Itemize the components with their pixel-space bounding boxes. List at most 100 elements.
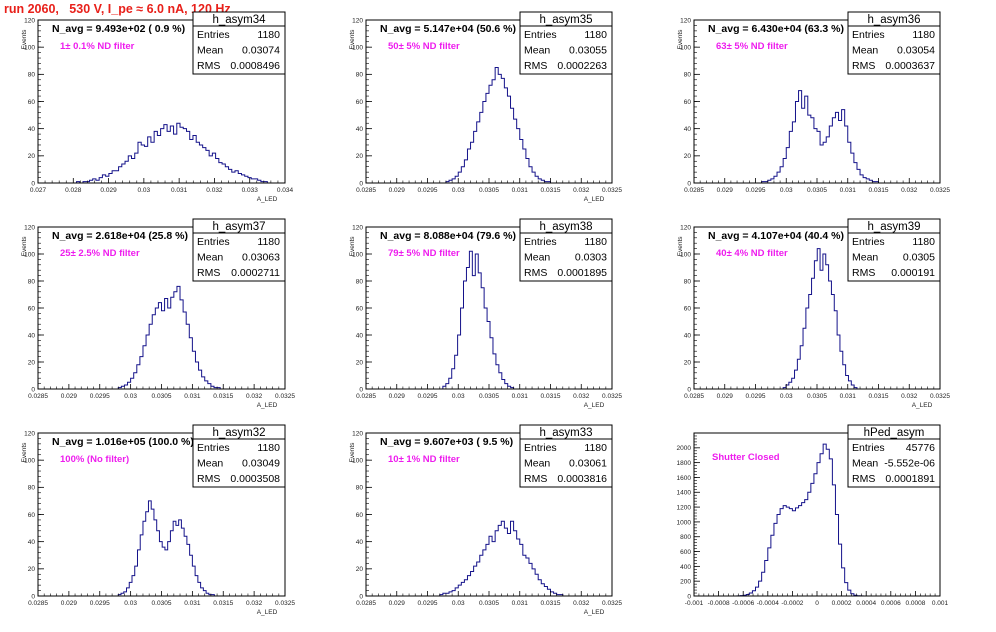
stats-mean-value: 0.03063 bbox=[242, 252, 280, 264]
stats-mean-label: Mean bbox=[852, 458, 878, 470]
y-axis-title: Events bbox=[21, 236, 28, 257]
navg-label: N_avg = 6.430e+04 (63.3 %) bbox=[708, 23, 844, 35]
x-tick-label: 0.031 bbox=[840, 187, 857, 194]
stats-title: h_asym35 bbox=[539, 14, 592, 26]
navg-label: N_avg = 4.107e+04 (40.4 %) bbox=[708, 230, 844, 242]
y-tick-label: 0 bbox=[359, 180, 363, 187]
filter-label: 40± 4% ND filter bbox=[716, 248, 788, 259]
histogram-panel-h_asym37: 0.0285 0.029 0.0295 0.03 0.0305 0.031 0.0315 0.… bbox=[21, 218, 295, 409]
histogram-line bbox=[73, 122, 268, 184]
x-tick-label: 0.0285 bbox=[356, 187, 376, 194]
x-tick-label: 0.032 bbox=[573, 600, 590, 607]
y-tick-label: 2000 bbox=[677, 445, 692, 452]
x-tick-label: 0.0285 bbox=[684, 393, 704, 400]
x-axis-title: A_LED bbox=[584, 402, 605, 409]
stats-mean-label: Mean bbox=[197, 458, 223, 470]
stats-entries-label: Entries bbox=[197, 236, 230, 248]
navg-label: N_avg = 2.618e+04 (25.8 %) bbox=[52, 230, 188, 242]
stats-box: h_asym35 Entries 1180 Mean 0.03055 RMS 0.00022… bbox=[519, 11, 613, 75]
stats-rms-value: 0.000191 bbox=[891, 267, 935, 279]
y-axis-title: Events bbox=[21, 29, 28, 50]
x-tick-label: 0.031 bbox=[512, 393, 529, 400]
y-tick-label: 1800 bbox=[677, 460, 692, 467]
stats-rms-label: RMS bbox=[524, 267, 547, 279]
x-tick-label: 0.0315 bbox=[541, 393, 561, 400]
y-tick-label: 400 bbox=[680, 564, 691, 571]
filter-label: Shutter Closed bbox=[712, 452, 780, 463]
y-tick-label: 80 bbox=[356, 485, 364, 492]
x-tick-label: 0.03 bbox=[138, 187, 151, 194]
x-tick-label: 0.029 bbox=[389, 600, 406, 607]
histogram-line bbox=[736, 443, 873, 597]
x-tick-label: 0.029 bbox=[100, 187, 117, 194]
y-tick-label: 20 bbox=[684, 359, 692, 366]
stats-entries-value: 1180 bbox=[257, 236, 280, 248]
stats-rms-value: 0.0001895 bbox=[557, 267, 607, 279]
stats-rms-label: RMS bbox=[197, 473, 220, 485]
x-tick-label: 0.0315 bbox=[869, 393, 889, 400]
y-tick-label: 40 bbox=[356, 126, 364, 133]
x-tick-label: 0.029 bbox=[717, 393, 734, 400]
x-axis-title: A_LED bbox=[584, 196, 605, 203]
x-tick-label: -0.0002 bbox=[781, 600, 803, 607]
stats-title: h_asym32 bbox=[212, 427, 265, 439]
histogram-panel-h_asym36: 0.0285 0.029 0.0295 0.03 0.0305 0.031 0.0315 0.… bbox=[677, 11, 950, 194]
stats-mean-value: 0.0303 bbox=[575, 252, 607, 264]
stats-entries-value: 1180 bbox=[912, 236, 935, 248]
stats-rms-value: 0.0003508 bbox=[230, 473, 280, 485]
histogram-line bbox=[439, 520, 564, 596]
y-tick-label: 0 bbox=[31, 386, 35, 393]
navg-label: N_avg = 9.607e+03 ( 9.5 %) bbox=[380, 436, 513, 448]
x-tick-label: 0.0002 bbox=[832, 600, 852, 607]
stats-title: h_asym34 bbox=[212, 14, 266, 26]
filter-label: 50± 5% ND filter bbox=[388, 41, 460, 52]
navg-label: N_avg = 9.493e+02 ( 0.9 %) bbox=[52, 23, 185, 35]
y-tick-label: 20 bbox=[28, 566, 36, 573]
x-tick-label: 0.0315 bbox=[213, 600, 233, 607]
stats-rms-value: 0.0001891 bbox=[885, 473, 935, 485]
x-tick-label: 0.029 bbox=[61, 600, 78, 607]
x-tick-label: 0.031 bbox=[840, 393, 857, 400]
y-tick-label: 60 bbox=[356, 99, 364, 106]
x-tick-label: 0.032 bbox=[206, 187, 223, 194]
y-tick-label: 40 bbox=[28, 539, 36, 546]
x-tick-label: -0.0004 bbox=[757, 600, 779, 607]
y-tick-label: 60 bbox=[356, 512, 364, 519]
x-tick-label: 0.032 bbox=[901, 187, 918, 194]
filter-label: 10± 1% ND filter bbox=[388, 454, 460, 465]
y-tick-label: 40 bbox=[28, 332, 36, 339]
x-tick-label: 0.0325 bbox=[930, 187, 950, 194]
stats-rms-value: 0.0002263 bbox=[557, 60, 607, 72]
y-axis-title: Events bbox=[349, 236, 356, 257]
stats-mean-label: Mean bbox=[524, 458, 550, 470]
y-tick-label: 0 bbox=[359, 593, 363, 600]
histogram-panel-h_asym39: 0.0285 0.029 0.0295 0.03 0.0305 0.031 0.0315 0.… bbox=[677, 218, 950, 409]
stats-entries-label: Entries bbox=[524, 442, 557, 454]
y-axis-title: Events bbox=[677, 29, 684, 50]
x-axis-title: A_LED bbox=[257, 196, 278, 203]
stats-entries-value: 1180 bbox=[257, 29, 280, 41]
x-tick-label: 0.0305 bbox=[152, 600, 172, 607]
stats-title: h_asym37 bbox=[212, 221, 265, 233]
x-tick-label: 0.0295 bbox=[90, 600, 110, 607]
histogram-panel-h_asym35: 0.0285 0.029 0.0295 0.03 0.0305 0.031 0.0315 0.… bbox=[349, 11, 622, 203]
x-tick-label: 0.0295 bbox=[746, 393, 766, 400]
x-tick-label: 0.0295 bbox=[418, 600, 438, 607]
x-tick-label: 0.0305 bbox=[479, 187, 499, 194]
x-tick-label: 0.0315 bbox=[213, 393, 233, 400]
y-tick-label: 0 bbox=[359, 386, 363, 393]
x-tick-label: 0.0325 bbox=[602, 187, 622, 194]
stats-entries-value: 1180 bbox=[584, 442, 607, 454]
y-tick-label: 80 bbox=[356, 72, 364, 79]
y-tick-label: 120 bbox=[352, 17, 363, 24]
stats-title: h_asym33 bbox=[539, 427, 592, 439]
y-tick-label: 100 bbox=[680, 251, 691, 258]
filter-label: 25± 2.5% ND filter bbox=[60, 248, 140, 259]
stats-entries-label: Entries bbox=[852, 442, 885, 454]
x-tick-label: 0.0305 bbox=[152, 393, 172, 400]
x-tick-label: 0.031 bbox=[512, 187, 529, 194]
x-tick-label: 0.0295 bbox=[90, 393, 110, 400]
y-tick-label: 80 bbox=[684, 278, 692, 285]
x-tick-label: 0.0285 bbox=[28, 393, 48, 400]
stats-mean-label: Mean bbox=[852, 45, 878, 57]
